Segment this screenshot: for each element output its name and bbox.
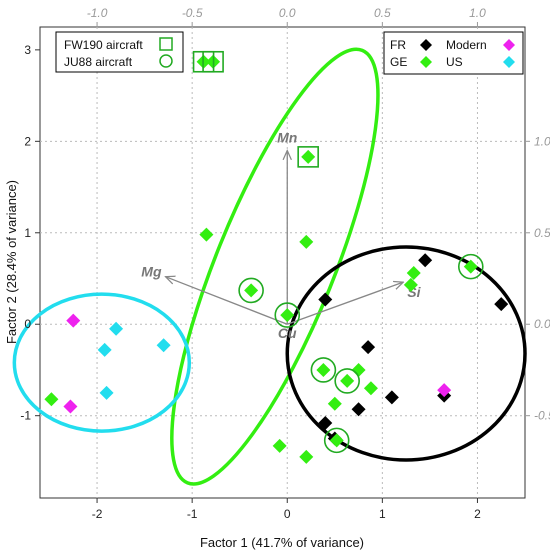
loading-label-cu: Cu [278, 325, 297, 341]
grid-lines [40, 27, 525, 498]
legend-modern-label: Modern [446, 38, 487, 52]
legend-us-diamond-icon [503, 56, 515, 68]
loading-arrow-mg [166, 277, 288, 325]
ju88-marker [334, 368, 360, 394]
point-fr [418, 253, 433, 268]
loading-label-mg: Mg [141, 264, 162, 280]
x-tick-label: 2 [474, 507, 481, 521]
point-modern [437, 383, 452, 398]
x-axis-title: Factor 1 (41.7% of variance) [200, 535, 364, 550]
point-fr [361, 340, 376, 355]
point-ge [351, 362, 366, 377]
legend-ju88-circle-icon [159, 54, 173, 68]
point-us [109, 321, 124, 336]
loading-label-mn: Mn [277, 129, 297, 145]
data-points [44, 54, 509, 464]
legend-country-box [383, 31, 524, 75]
point-ge [316, 362, 331, 377]
point-us [97, 342, 112, 357]
top-tick-label: 0.0 [279, 6, 296, 20]
point-ge [280, 308, 295, 323]
axis-ticks: -2 -1 0 1 2 -1 0 1 2 3 -1.0 -0.5 0.0 0.5 1.0 -0.5 0.0 0.5… [20, 6, 550, 521]
confidence-ellipse-ge [170, 47, 380, 486]
legend-us-label: US [446, 55, 463, 69]
point-ge [327, 396, 342, 411]
ju88-marker [323, 427, 350, 454]
point-ge [406, 266, 421, 281]
legend-ju88-label: JU88 aircraft [64, 55, 133, 69]
legend-fr-label: FR [390, 38, 406, 52]
confidence-ellipses [12, 47, 527, 486]
y-tick-label: 1 [24, 226, 31, 240]
x-tick-label: -1 [187, 507, 198, 521]
plot-frame [39, 26, 526, 499]
x-tick-label: -2 [92, 507, 103, 521]
point-modern [63, 399, 78, 414]
point-ge [199, 227, 214, 242]
top-tick-label: -1.0 [87, 6, 108, 20]
fw190-marker [202, 50, 224, 73]
point-ge [403, 277, 418, 292]
right-tick-label: 1.0 [534, 134, 550, 148]
point-fr [318, 292, 333, 307]
point-ge [299, 449, 314, 464]
legend-aircraft: FW190 aircraft JU88 aircraft [55, 31, 184, 73]
point-ge [463, 259, 478, 274]
top-tick-label: 0.5 [374, 6, 391, 20]
point-ge [340, 373, 355, 388]
y-axis-title: Factor 2 (28.4% of variance) [4, 180, 19, 344]
point-fr [351, 402, 366, 417]
x-tick-label: 1 [379, 507, 386, 521]
fw190-marker [297, 146, 319, 168]
point-us [156, 338, 171, 353]
legend-fw190-square-icon [159, 37, 173, 51]
legend-fr-diamond-icon [420, 39, 432, 51]
right-tick-label: -0.5 [534, 409, 550, 423]
legend-modern-diamond-icon [503, 39, 515, 51]
ju88-marker [310, 357, 337, 383]
point-fr [318, 416, 333, 431]
confidence-ellipse-fr [285, 245, 527, 462]
legend-ge-label: GE [390, 55, 407, 69]
point-fr [494, 297, 509, 312]
ju88-marker [238, 277, 264, 304]
aircraft-markers [192, 50, 484, 454]
legend-country: FR Modern GE US [383, 31, 524, 75]
point-ge [299, 234, 314, 249]
point-ge [272, 438, 287, 453]
right-tick-label: 0.0 [534, 317, 550, 331]
point-modern [66, 313, 81, 328]
point-ge [244, 283, 259, 298]
legend-ge-diamond-icon [420, 56, 432, 68]
x-tick-label: 0 [284, 507, 291, 521]
point-ge [44, 392, 59, 407]
point-ge [363, 381, 378, 396]
right-tick-label: 0.5 [534, 226, 550, 240]
top-tick-label: 1.0 [469, 6, 486, 20]
y-tick-label: -1 [20, 409, 31, 423]
y-tick-label: 3 [24, 43, 31, 57]
confidence-ellipse-us [12, 292, 192, 433]
legend-fw190-label: FW190 aircraft [64, 38, 143, 52]
point-ge [301, 149, 316, 164]
loading-arrow-si [287, 282, 403, 325]
ju88-marker [274, 302, 301, 328]
top-tick-label: -0.5 [182, 6, 203, 20]
ju88-marker [457, 253, 484, 280]
y-tick-label: 2 [24, 134, 31, 148]
y-tick-label: 0 [24, 317, 31, 331]
point-us [99, 385, 114, 400]
point-fr [384, 390, 399, 405]
point-ge [329, 433, 344, 448]
